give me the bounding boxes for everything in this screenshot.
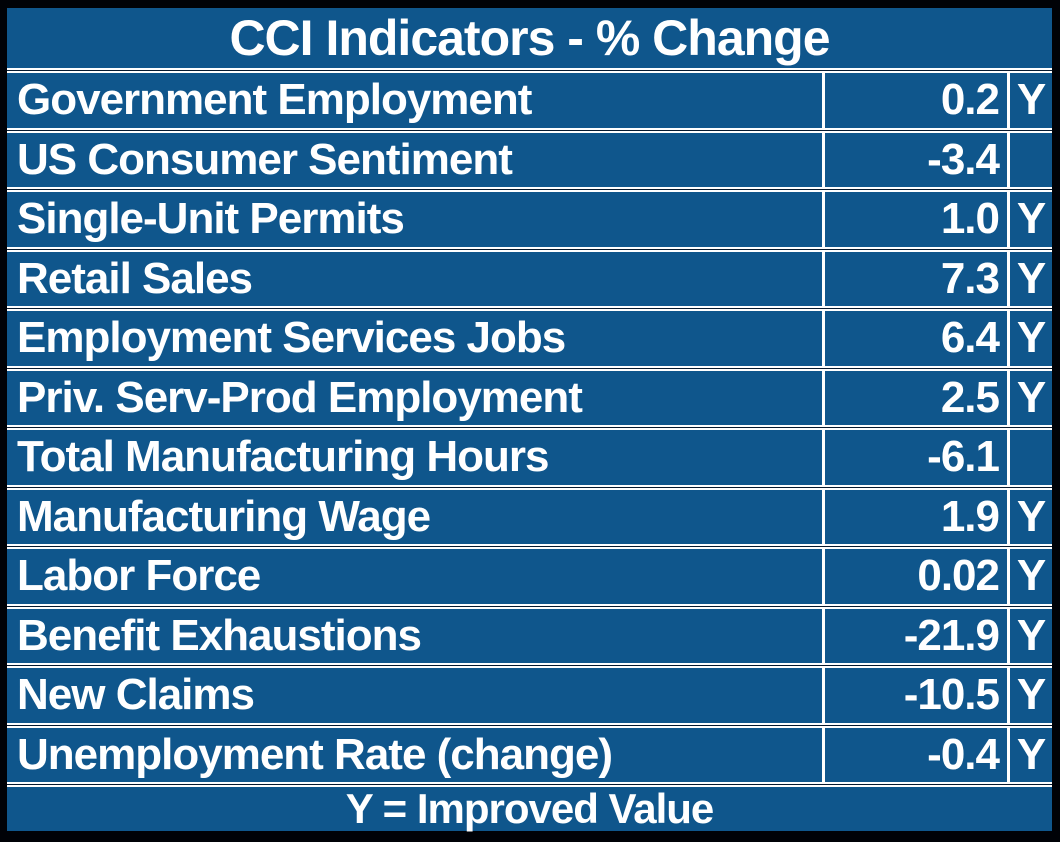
percent-change-cell: -3.4 xyxy=(822,132,1007,187)
improved-flag-cell: Y xyxy=(1007,73,1052,128)
percent-change-cell: -0.4 xyxy=(822,727,1007,782)
percent-change-cell: 6.4 xyxy=(822,311,1007,366)
table-footer-row: Y = Improved Value xyxy=(7,785,1052,831)
indicator-name-cell: Priv. Serv-Prod Employment xyxy=(17,372,583,422)
indicator-name-cell: New Claims xyxy=(17,670,255,720)
cci-indicators-table: CCI Indicators - % Change Government Emp… xyxy=(7,8,1052,831)
improved-flag-cell: Y xyxy=(1007,192,1052,247)
improved-flag-cell: Y xyxy=(1007,489,1052,544)
improved-flag-cell: Y xyxy=(1007,668,1052,723)
percent-change-cell: 7.3 xyxy=(822,251,1007,306)
table-row: Priv. Serv-Prod Employment 2.5 Y xyxy=(7,368,1052,427)
indicator-name-cell: Employment Services Jobs xyxy=(17,313,566,363)
improved-flag-cell: Y xyxy=(1007,370,1052,425)
percent-change-cell: 0.02 xyxy=(822,549,1007,604)
improved-flag-cell: Y xyxy=(1007,311,1052,366)
table-row: Employment Services Jobs 6.4 Y xyxy=(7,309,1052,368)
indicator-name-cell: US Consumer Sentiment xyxy=(17,134,513,184)
table-row: Total Manufacturing Hours -6.1 xyxy=(7,428,1052,487)
improved-flag-cell xyxy=(1007,132,1052,187)
improved-flag-cell: Y xyxy=(1007,727,1052,782)
percent-change-cell: 2.5 xyxy=(822,370,1007,425)
indicator-name-cell: Benefit Exhaustions xyxy=(17,610,422,660)
indicator-name-cell: Single-Unit Permits xyxy=(17,194,405,244)
table-row: Benefit Exhaustions -21.9 Y xyxy=(7,606,1052,665)
table-row: Government Employment 0.2 Y xyxy=(7,71,1052,130)
table-row: Unemployment Rate (change) -0.4 Y xyxy=(7,725,1052,784)
table-title-row: CCI Indicators - % Change xyxy=(7,8,1052,70)
improved-flag-cell: Y xyxy=(1007,251,1052,306)
improved-flag-cell: Y xyxy=(1007,549,1052,604)
percent-change-cell: -6.1 xyxy=(822,430,1007,485)
percent-change-cell: 1.9 xyxy=(822,489,1007,544)
improved-flag-cell: Y xyxy=(1007,608,1052,663)
percent-change-cell: -10.5 xyxy=(822,668,1007,723)
table-title: CCI Indicators - % Change xyxy=(229,10,830,66)
table-row: Manufacturing Wage 1.9 Y xyxy=(7,487,1052,546)
table-row: Retail Sales 7.3 Y xyxy=(7,249,1052,308)
indicator-name-cell: Total Manufacturing Hours xyxy=(17,432,550,482)
table-row: US Consumer Sentiment -3.4 xyxy=(7,130,1052,189)
indicator-name-cell: Government Employment xyxy=(17,75,532,125)
table-row: Single-Unit Permits 1.0 Y xyxy=(7,190,1052,249)
indicator-name-cell: Retail Sales xyxy=(17,253,253,303)
table-row: Labor Force 0.02 Y xyxy=(7,547,1052,606)
percent-change-cell: 0.2 xyxy=(822,73,1007,128)
indicator-name-cell: Manufacturing Wage xyxy=(17,491,431,541)
percent-change-cell: 1.0 xyxy=(822,192,1007,247)
indicator-name-cell: Unemployment Rate (change) xyxy=(17,729,613,779)
improved-flag-cell xyxy=(1007,430,1052,485)
table-row: New Claims -10.5 Y xyxy=(7,666,1052,725)
percent-change-cell: -21.9 xyxy=(822,608,1007,663)
table-footnote: Y = Improved Value xyxy=(345,785,715,832)
indicator-name-cell: Labor Force xyxy=(17,551,261,601)
